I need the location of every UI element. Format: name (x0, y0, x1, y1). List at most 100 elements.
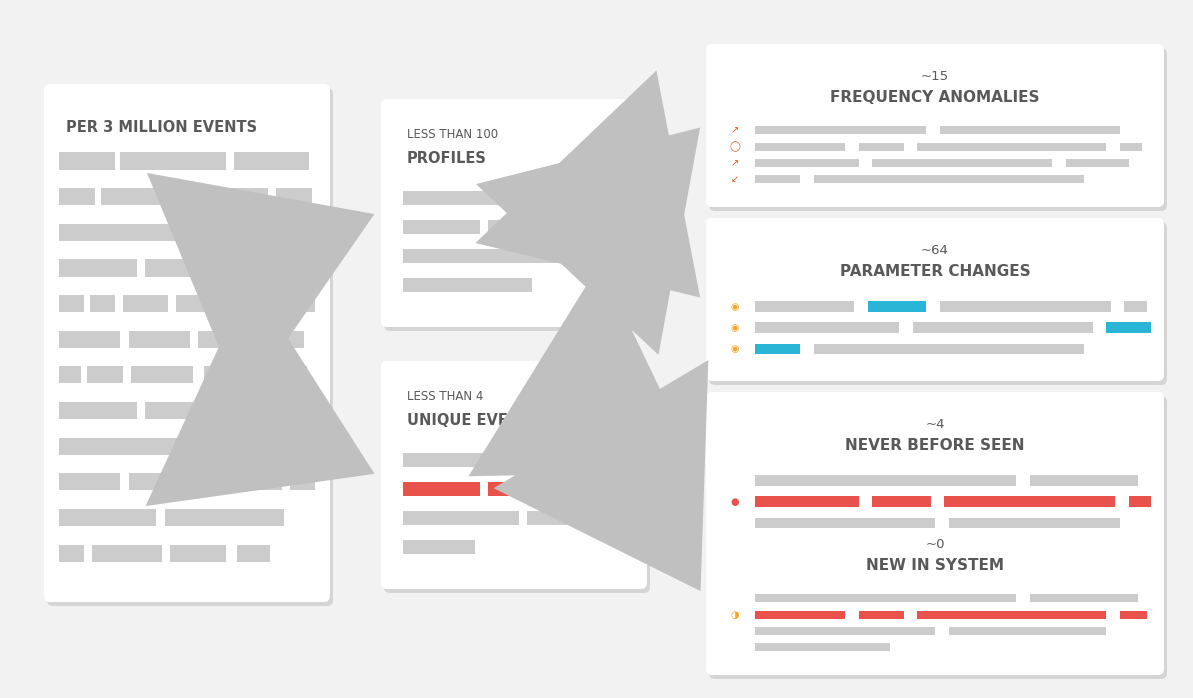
Bar (814, 343, 1083, 355)
Bar (755, 475, 1016, 486)
Bar (60, 544, 85, 562)
Bar (60, 331, 120, 348)
FancyBboxPatch shape (384, 103, 650, 331)
Bar (1106, 322, 1151, 333)
Bar (755, 343, 801, 355)
FancyBboxPatch shape (47, 88, 333, 606)
Text: PROFILES: PROFILES (407, 151, 487, 166)
Bar (1129, 496, 1151, 507)
Bar (60, 224, 184, 241)
Bar (1124, 302, 1146, 312)
Text: ◉: ◉ (730, 302, 738, 311)
Bar (488, 221, 521, 235)
Bar (60, 260, 137, 276)
Bar (872, 496, 931, 507)
Bar (290, 295, 315, 312)
Text: ~4: ~4 (926, 418, 945, 431)
Bar (1119, 611, 1146, 618)
Bar (565, 191, 630, 205)
Bar (859, 142, 903, 151)
Text: UNIQUE EVENTS: UNIQUE EVENTS (407, 413, 540, 428)
FancyBboxPatch shape (706, 392, 1164, 555)
Bar (101, 188, 267, 205)
Bar (755, 496, 859, 507)
Text: ●: ● (730, 497, 738, 507)
Bar (917, 611, 1106, 618)
FancyBboxPatch shape (381, 99, 647, 327)
Text: ◯: ◯ (729, 142, 740, 152)
Bar (60, 366, 81, 383)
Bar (60, 295, 85, 312)
Bar (276, 188, 313, 205)
Bar (288, 402, 317, 419)
Text: ↗: ↗ (730, 126, 738, 135)
FancyBboxPatch shape (706, 218, 1164, 381)
Bar (175, 295, 282, 312)
Text: ↙: ↙ (730, 174, 738, 184)
Bar (527, 512, 620, 526)
Bar (913, 322, 1093, 333)
Bar (198, 331, 304, 348)
Bar (120, 152, 225, 170)
Bar (755, 518, 935, 528)
Bar (146, 402, 279, 419)
Bar (93, 544, 162, 562)
Text: ~64: ~64 (921, 244, 948, 257)
Text: NEW IN SYSTEM: NEW IN SYSTEM (866, 558, 1005, 573)
Bar (867, 302, 926, 312)
Bar (403, 453, 610, 467)
Bar (403, 540, 475, 554)
Bar (234, 438, 313, 454)
Bar (859, 611, 903, 618)
FancyBboxPatch shape (709, 396, 1167, 559)
Bar (940, 126, 1119, 135)
Bar (237, 544, 271, 562)
Bar (755, 611, 845, 618)
Text: ~15: ~15 (921, 70, 950, 83)
Bar (755, 643, 890, 651)
Bar (60, 152, 115, 170)
Text: ~0: ~0 (926, 538, 945, 551)
Bar (403, 512, 519, 526)
Bar (131, 366, 192, 383)
FancyBboxPatch shape (709, 48, 1167, 211)
Text: ◉: ◉ (730, 344, 738, 354)
Bar (60, 509, 156, 526)
Bar (755, 322, 900, 333)
Text: ◉: ◉ (730, 322, 738, 333)
Bar (165, 509, 284, 526)
Bar (129, 473, 282, 491)
Bar (917, 142, 1106, 151)
Bar (948, 627, 1106, 635)
Bar (234, 152, 309, 170)
Bar (755, 627, 935, 635)
Bar (530, 482, 628, 496)
Bar (940, 302, 1111, 312)
FancyBboxPatch shape (44, 84, 330, 602)
Text: LESS THAN 4: LESS THAN 4 (407, 390, 483, 403)
FancyBboxPatch shape (384, 365, 650, 593)
Bar (1030, 594, 1137, 602)
Bar (403, 482, 481, 496)
Bar (403, 249, 605, 263)
FancyBboxPatch shape (709, 222, 1167, 385)
Bar (1030, 475, 1137, 486)
Text: ◑: ◑ (730, 609, 738, 620)
Bar (192, 224, 313, 241)
FancyBboxPatch shape (709, 516, 1167, 679)
Bar (755, 142, 845, 151)
Text: ↗: ↗ (730, 158, 738, 168)
FancyBboxPatch shape (706, 512, 1164, 675)
Text: LESS THAN 100: LESS THAN 100 (407, 128, 499, 141)
Bar (290, 473, 315, 491)
Bar (755, 175, 801, 184)
Bar (403, 279, 532, 292)
Bar (755, 159, 859, 167)
Bar (60, 402, 137, 419)
Text: NEVER BEFORE SEEN: NEVER BEFORE SEEN (846, 438, 1025, 453)
Bar (60, 188, 95, 205)
Bar (872, 159, 1052, 167)
Bar (87, 366, 123, 383)
Bar (60, 473, 120, 491)
Bar (948, 518, 1119, 528)
